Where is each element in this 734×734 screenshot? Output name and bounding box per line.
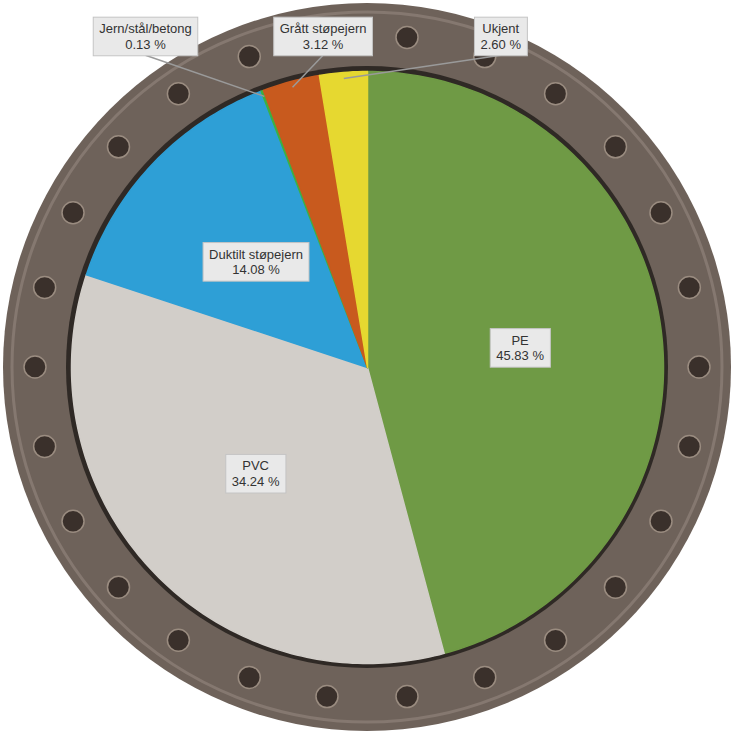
svg-text:PVC34.24 %: PVC34.24 % (232, 458, 280, 489)
svg-text:PE45.83 %: PE45.83 % (496, 333, 544, 364)
svg-text:Duktilt støpejern14.08 %: Duktilt støpejern14.08 % (209, 247, 303, 278)
svg-text:Grått støpejern3.12 %: Grått støpejern3.12 % (280, 21, 367, 52)
svg-text:Ukjent2.60 %: Ukjent2.60 % (480, 21, 521, 52)
svg-text:Jern/stål/betong0.13 %: Jern/stål/betong0.13 % (99, 21, 192, 52)
